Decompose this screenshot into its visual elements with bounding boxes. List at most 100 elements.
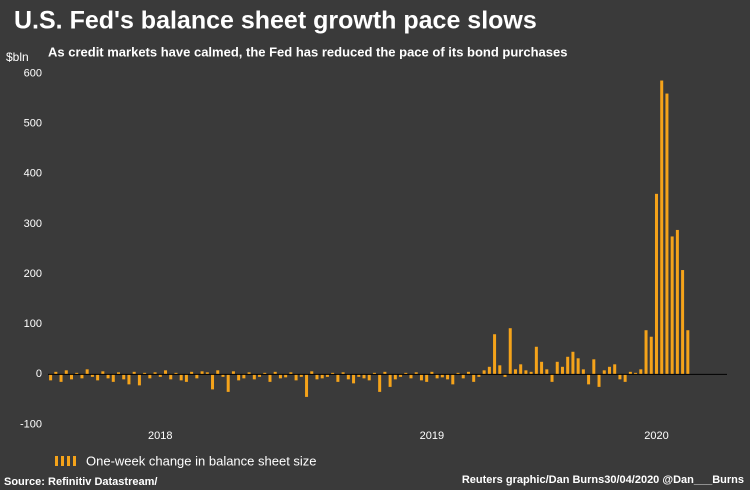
bar xyxy=(357,374,361,377)
bar xyxy=(435,374,439,379)
bar xyxy=(158,374,162,377)
y-tick-label: 200 xyxy=(24,268,42,280)
bar xyxy=(383,371,387,375)
y-tick-label: 100 xyxy=(24,318,42,330)
bar xyxy=(372,372,376,375)
bar xyxy=(90,374,94,377)
bar xyxy=(132,371,136,375)
bar xyxy=(519,364,523,375)
bar xyxy=(576,358,580,375)
bar xyxy=(179,374,183,381)
legend-swatch-bar xyxy=(73,456,76,466)
bar xyxy=(231,371,235,375)
bar xyxy=(137,374,141,386)
bar xyxy=(64,370,68,375)
x-tick-label: 2020 xyxy=(644,430,668,442)
bar xyxy=(555,361,559,375)
bar xyxy=(456,372,460,375)
bar xyxy=(602,370,606,375)
bar xyxy=(388,374,392,387)
bar xyxy=(216,370,220,375)
bar xyxy=(305,374,309,397)
bar xyxy=(273,371,277,375)
bar xyxy=(419,374,423,381)
x-tick-label: 2018 xyxy=(148,430,172,442)
bar xyxy=(80,374,84,379)
bar xyxy=(237,374,241,381)
bar xyxy=(446,374,450,380)
bar xyxy=(54,371,58,375)
bar xyxy=(409,374,413,379)
bar xyxy=(378,374,382,392)
bar xyxy=(618,374,622,380)
bar xyxy=(299,374,303,377)
bar xyxy=(96,374,100,381)
bar xyxy=(315,374,319,380)
bar xyxy=(127,374,131,385)
bar xyxy=(164,370,168,375)
bar xyxy=(294,374,298,381)
bar xyxy=(513,369,517,375)
bar xyxy=(190,371,194,375)
credit: Reuters graphic/Dan Burns30/04/2020 @Dan… xyxy=(462,474,744,486)
bar xyxy=(341,372,345,375)
bar xyxy=(607,366,611,375)
legend-label: One-week change in balance sheet size xyxy=(86,453,317,468)
bar xyxy=(367,374,371,381)
bar xyxy=(461,374,465,379)
y-unit: $bln xyxy=(6,50,29,64)
bar xyxy=(644,330,648,375)
bar xyxy=(545,369,549,375)
bar xyxy=(466,371,470,375)
bar xyxy=(571,351,575,375)
bar xyxy=(613,364,617,375)
bar xyxy=(425,374,429,382)
bar xyxy=(331,372,335,375)
bar xyxy=(226,374,230,392)
bar xyxy=(472,374,476,382)
bar xyxy=(487,366,491,375)
bar xyxy=(550,374,554,382)
bar xyxy=(560,366,564,375)
bar xyxy=(101,371,105,375)
bar xyxy=(623,374,627,382)
bar xyxy=(681,270,685,375)
bar xyxy=(493,334,497,375)
bar xyxy=(205,372,209,375)
bar xyxy=(263,372,267,375)
chart-title: U.S. Fed's balance sheet growth pace slo… xyxy=(14,7,537,35)
bar xyxy=(320,374,324,379)
bar xyxy=(534,346,538,375)
bar xyxy=(649,336,653,375)
bar xyxy=(59,374,63,382)
bar xyxy=(111,374,115,382)
bar xyxy=(482,370,486,375)
bar xyxy=(639,369,643,375)
bar xyxy=(195,374,199,379)
bar xyxy=(524,370,528,375)
bar xyxy=(247,372,251,375)
bar xyxy=(153,372,157,375)
x-tick-label: 2019 xyxy=(420,430,444,442)
bar xyxy=(670,236,674,375)
bar xyxy=(106,374,110,379)
bar xyxy=(592,359,596,375)
bar xyxy=(440,374,444,378)
bar xyxy=(399,374,403,377)
bar xyxy=(660,80,664,375)
bar xyxy=(628,371,632,375)
bar xyxy=(540,361,544,375)
bar xyxy=(289,372,293,375)
bar xyxy=(242,374,246,379)
source: Source: Refinitiv Datastream/ xyxy=(4,476,157,488)
bar xyxy=(211,374,215,390)
bar xyxy=(566,356,570,375)
bar xyxy=(148,374,152,379)
bar xyxy=(587,374,591,385)
bar xyxy=(597,374,601,387)
bar xyxy=(221,374,225,377)
bar xyxy=(665,93,669,375)
bar xyxy=(143,372,147,375)
